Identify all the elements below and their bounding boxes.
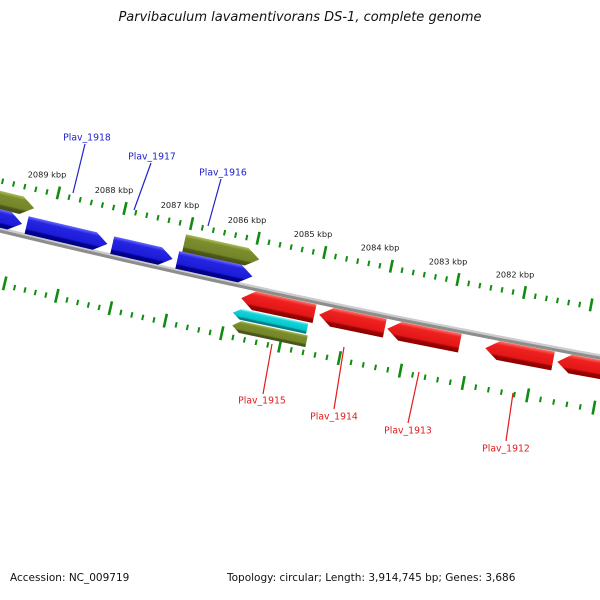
genome-backbone-shadow — [0, 229, 600, 360]
ruler-label-2083-kbp: 2083 kbp — [429, 256, 468, 266]
ruler-label-2087-kbp: 2087 kbp — [161, 200, 200, 210]
gene-arrow-Plav_1916 — [175, 251, 253, 283]
gene-label-Plav_1917: Plav_1917 — [128, 152, 176, 163]
gene-arrow — [557, 354, 600, 384]
ruler-label-2088-kbp: 2088 kbp — [95, 185, 134, 195]
gene-arrow — [0, 206, 23, 230]
gene-label-leader — [262, 343, 273, 395]
figure-title: Parvibaculum lavamentivorans DS-1, compl… — [118, 10, 482, 25]
gene-arrow-Plav_1915 — [241, 291, 317, 324]
gene-label-leader — [505, 392, 514, 442]
ruler-label-2086-kbp: 2086 kbp — [228, 215, 267, 225]
ruler-label-2085-kbp: 2085 kbp — [294, 229, 333, 239]
gene-arrow — [0, 189, 35, 214]
gene-label-Plav_1915: Plav_1915 — [238, 396, 286, 407]
footer-topology: Topology: circular; Length: 3,914,745 bp… — [227, 572, 516, 584]
gene-label-leader — [133, 162, 152, 211]
ruler-label-2082-kbp: 2082 kbp — [496, 269, 535, 279]
gene-label-leader — [333, 346, 345, 410]
footer-accession: Accession: NC_009719 — [10, 572, 130, 584]
gene-arrow — [232, 321, 308, 348]
gene-arrow — [232, 308, 309, 334]
gene-label-Plav_1913: Plav_1913 — [384, 426, 432, 437]
ruler-label-2084-kbp: 2084 kbp — [361, 243, 400, 253]
gene-label-Plav_1912: Plav_1912 — [482, 444, 530, 455]
ruler-ticks-lower — [1, 276, 597, 415]
gene-arrow-Plav_1917 — [110, 236, 173, 265]
gene-label-Plav_1914: Plav_1914 — [310, 412, 358, 423]
gene-label-leader — [407, 371, 420, 424]
gene-arrow-Plav_1914 — [319, 307, 387, 338]
gene-label-Plav_1918: Plav_1918 — [63, 133, 111, 144]
gene-arrow-Plav_1913 — [387, 321, 462, 353]
gene-label-leader — [72, 143, 86, 194]
gene-arrow-Plav_1918 — [24, 216, 108, 250]
gene-arrow-Plav_1912 — [485, 341, 555, 371]
gene-arrow — [182, 234, 260, 266]
ruler-ticks-upper — [0, 178, 594, 312]
ruler-label-2089-kbp: 2089 kbp — [28, 169, 67, 179]
gene-label-Plav_1916: Plav_1916 — [199, 168, 247, 179]
gene-label-leader — [207, 178, 222, 227]
